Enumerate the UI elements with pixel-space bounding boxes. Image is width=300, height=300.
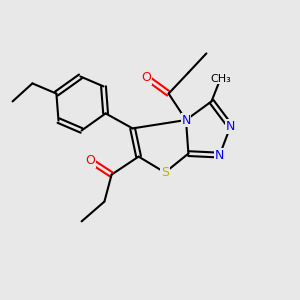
- Text: S: S: [161, 166, 169, 179]
- Text: N: N: [215, 148, 224, 162]
- Text: O: O: [85, 154, 95, 167]
- Text: N: N: [226, 120, 235, 133]
- Text: O: O: [142, 71, 151, 84]
- Text: CH₃: CH₃: [210, 74, 231, 84]
- Text: N: N: [181, 113, 191, 127]
